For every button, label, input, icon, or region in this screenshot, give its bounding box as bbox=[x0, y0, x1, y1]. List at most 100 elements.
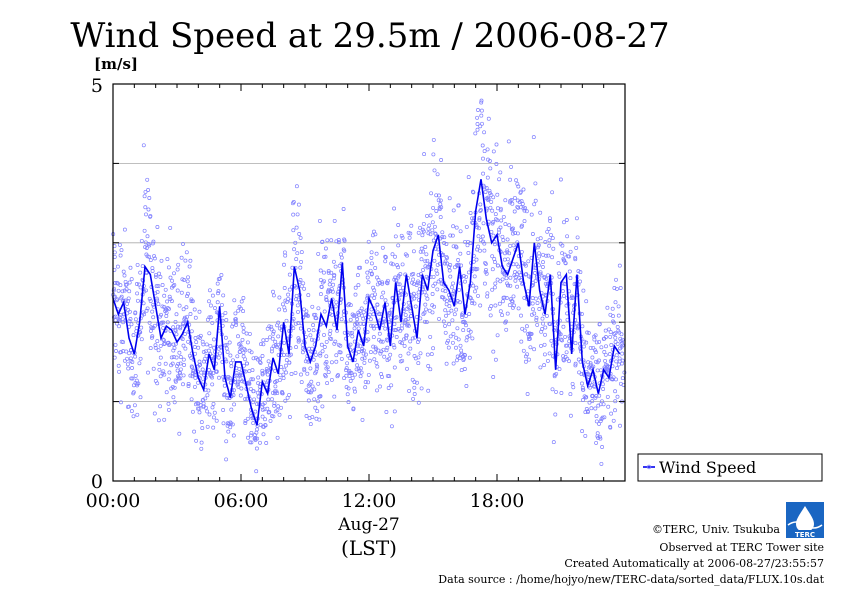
data-point bbox=[508, 283, 513, 288]
data-point bbox=[322, 254, 326, 259]
data-point bbox=[488, 166, 493, 171]
data-point bbox=[277, 412, 282, 417]
data-point bbox=[450, 285, 454, 290]
data-point bbox=[447, 196, 452, 201]
data-point bbox=[318, 268, 323, 273]
data-point bbox=[561, 294, 566, 298]
data-point bbox=[599, 461, 604, 466]
data-point bbox=[472, 301, 477, 306]
data-point bbox=[254, 469, 259, 474]
data-point bbox=[416, 355, 421, 360]
data-point bbox=[447, 304, 452, 309]
data-point bbox=[513, 278, 518, 283]
data-point bbox=[316, 399, 320, 404]
data-point bbox=[451, 208, 456, 213]
data-point bbox=[559, 391, 564, 395]
data-point bbox=[361, 310, 366, 315]
data-point bbox=[400, 262, 405, 267]
data-point bbox=[480, 234, 485, 239]
data-point bbox=[490, 208, 495, 213]
data-point bbox=[375, 302, 380, 307]
data-point bbox=[620, 337, 625, 342]
data-point bbox=[605, 305, 610, 310]
data-point bbox=[236, 334, 240, 339]
data-point bbox=[424, 307, 428, 312]
data-point bbox=[237, 367, 242, 371]
data-point bbox=[502, 295, 507, 300]
data-point bbox=[444, 361, 449, 366]
logo-text-band bbox=[786, 530, 824, 538]
data-point bbox=[127, 280, 132, 285]
data-point bbox=[479, 108, 484, 113]
data-point bbox=[162, 293, 167, 298]
data-point bbox=[475, 122, 480, 126]
data-point bbox=[332, 218, 337, 223]
data-point bbox=[286, 292, 291, 297]
data-point bbox=[276, 342, 280, 347]
data-point bbox=[503, 251, 507, 256]
data-point bbox=[353, 292, 358, 297]
data-point bbox=[444, 302, 449, 307]
data-point bbox=[177, 431, 182, 436]
data-point bbox=[155, 381, 160, 386]
data-point bbox=[508, 177, 513, 182]
data-point bbox=[255, 390, 260, 395]
data-point bbox=[499, 218, 504, 223]
data-point bbox=[312, 312, 316, 317]
data-point bbox=[318, 394, 323, 399]
data-point bbox=[422, 152, 427, 157]
data-point bbox=[522, 208, 527, 213]
data-point bbox=[298, 278, 303, 282]
data-point bbox=[554, 371, 559, 376]
data-point bbox=[443, 289, 448, 294]
data-point bbox=[538, 210, 543, 215]
data-point bbox=[562, 252, 567, 257]
data-point bbox=[556, 261, 561, 266]
data-point bbox=[618, 423, 622, 428]
data-point bbox=[421, 229, 426, 234]
data-point bbox=[229, 407, 234, 412]
data-point bbox=[600, 399, 604, 404]
data-point bbox=[367, 358, 372, 363]
data-point bbox=[567, 254, 571, 259]
data-point bbox=[563, 261, 568, 266]
data-point bbox=[456, 258, 461, 262]
data-point bbox=[442, 235, 447, 240]
data-point bbox=[588, 345, 593, 350]
data-point bbox=[178, 324, 183, 329]
data-point bbox=[287, 272, 292, 277]
data-point bbox=[615, 341, 620, 346]
data-point bbox=[308, 390, 313, 395]
data-point bbox=[155, 339, 160, 344]
data-point bbox=[199, 446, 204, 451]
data-point bbox=[444, 242, 449, 246]
data-point bbox=[395, 263, 400, 268]
data-point bbox=[505, 281, 510, 286]
data-point bbox=[579, 312, 584, 316]
data-point bbox=[139, 337, 144, 342]
data-point bbox=[620, 351, 625, 356]
data-point bbox=[234, 322, 239, 327]
data-point bbox=[223, 335, 228, 340]
data-point bbox=[472, 274, 477, 279]
data-point bbox=[318, 351, 323, 356]
data-point bbox=[238, 373, 243, 378]
data-point bbox=[128, 317, 133, 321]
data-point bbox=[537, 307, 542, 311]
data-point bbox=[446, 338, 451, 343]
data-point bbox=[447, 322, 452, 327]
data-point bbox=[299, 284, 304, 289]
data-point bbox=[129, 322, 134, 327]
data-point bbox=[209, 370, 213, 375]
data-point bbox=[487, 188, 492, 193]
data-point bbox=[399, 341, 404, 346]
data-point bbox=[544, 276, 549, 281]
data-point bbox=[470, 336, 475, 341]
data-point bbox=[582, 339, 587, 344]
data-point bbox=[443, 330, 448, 335]
data-point bbox=[497, 177, 502, 182]
data-point bbox=[223, 310, 228, 315]
data-point bbox=[266, 397, 271, 402]
data-point bbox=[342, 248, 347, 253]
data-point bbox=[486, 116, 491, 121]
